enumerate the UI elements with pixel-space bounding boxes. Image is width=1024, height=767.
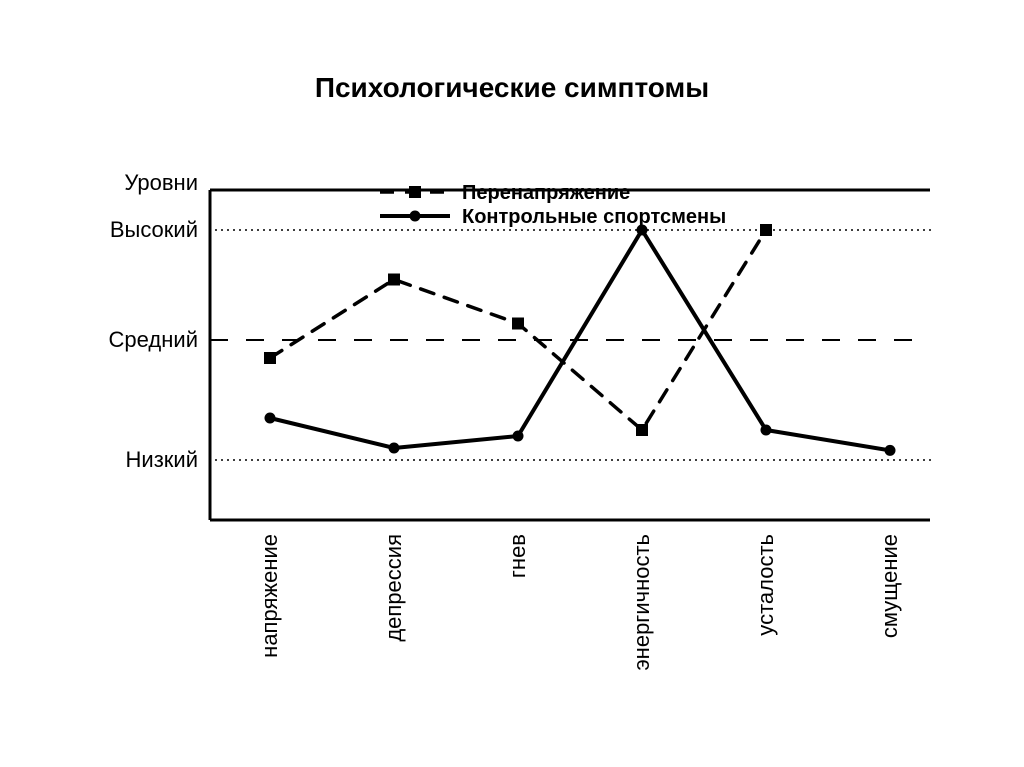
x-tick-label: напряжение xyxy=(257,534,282,658)
y-tick-label: Средний xyxy=(109,327,198,352)
chart: Уровни Высокий Средний Низкий напряжение депр… xyxy=(80,160,960,720)
marker-control xyxy=(637,225,648,236)
marker-control xyxy=(389,443,400,454)
marker-overstrain xyxy=(264,352,276,364)
x-tick-label: смущение xyxy=(877,534,902,638)
chart-title: Психологические симптомы xyxy=(0,72,1024,104)
marker-overstrain xyxy=(636,424,648,436)
y-tick-label: Высокий xyxy=(110,217,198,242)
x-tick-label: гнев xyxy=(505,534,530,578)
x-tick-label: депрессия xyxy=(381,534,406,642)
marker-overstrain xyxy=(760,224,772,236)
marker-control xyxy=(513,431,524,442)
marker-overstrain xyxy=(388,274,400,286)
marker-overstrain xyxy=(512,318,524,330)
legend-label-overstrain: Перенапряжение xyxy=(462,182,630,204)
marker-control xyxy=(885,445,896,456)
x-tick-label: энергичность xyxy=(629,534,654,671)
x-tick-label: усталость xyxy=(753,534,778,636)
marker-control xyxy=(761,425,772,436)
marker-control xyxy=(265,413,276,424)
y-axis-title: Уровни xyxy=(124,170,198,195)
legend-label-control: Контрольные спортсмены xyxy=(462,206,726,228)
y-tick-label: Низкий xyxy=(126,447,198,472)
